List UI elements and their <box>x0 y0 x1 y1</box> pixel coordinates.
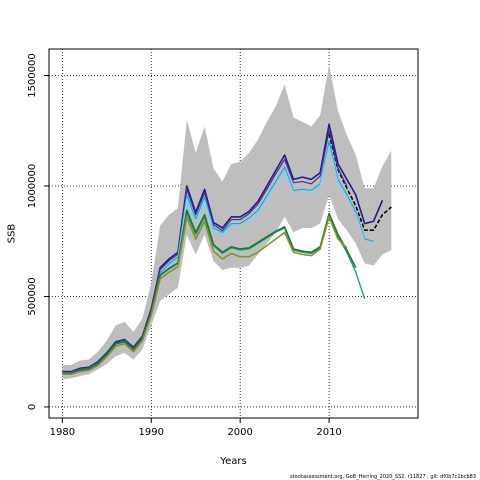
series-line-8 <box>62 216 348 376</box>
x-tick-label: 2010 <box>316 427 341 438</box>
plot-frame <box>48 48 419 419</box>
y-axis-title: SSB <box>7 224 18 244</box>
x-axis-title: Years <box>219 456 246 467</box>
y-tick-label: 500000 <box>27 277 38 315</box>
y-tick-label: 1000000 <box>27 164 38 209</box>
x-tick-label: 1980 <box>50 427 75 438</box>
x-tick-label: 2000 <box>227 427 252 438</box>
footnote: stockassessment.org, GoB_Herring_2020_SS… <box>290 474 476 480</box>
axes: 1980 1990 2000 2010 0 500000 1000000 1500000 <box>27 53 342 438</box>
series-line-2 <box>62 123 384 373</box>
y-tick-label: 1500000 <box>27 53 38 98</box>
x-tick-label: 1990 <box>139 427 164 438</box>
series-line-7 <box>62 209 357 374</box>
y-tick-label: 0 <box>27 404 38 410</box>
series-lines <box>62 123 392 376</box>
